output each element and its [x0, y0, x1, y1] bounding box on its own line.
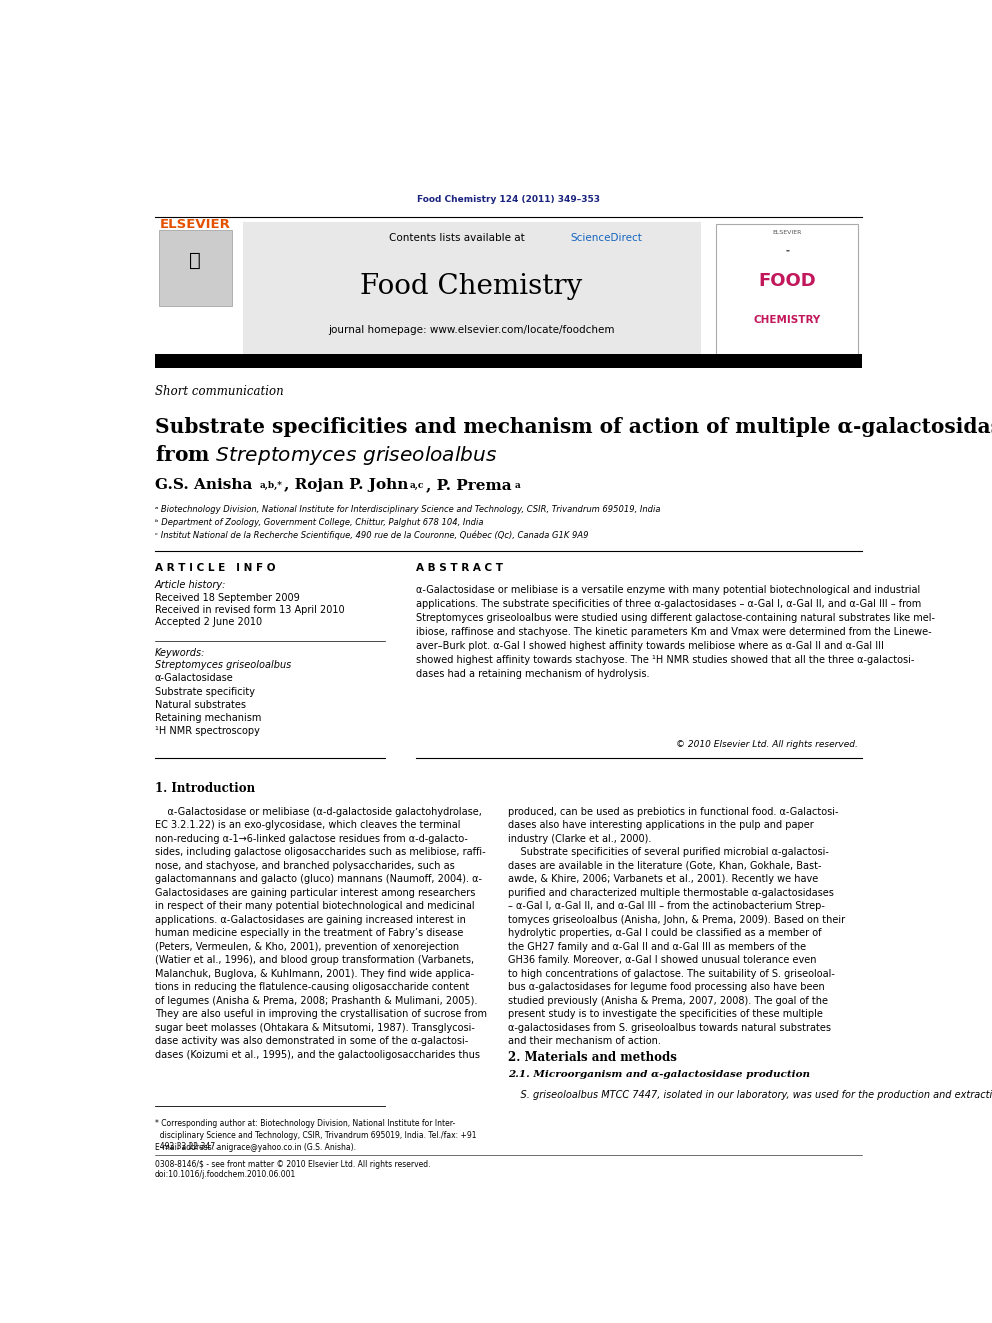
Text: Received in revised form 13 April 2010: Received in revised form 13 April 2010 — [155, 605, 344, 615]
Text: Streptomyces griseoloalbus: Streptomyces griseoloalbus — [155, 660, 291, 669]
Text: © 2010 Elsevier Ltd. All rights reserved.: © 2010 Elsevier Ltd. All rights reserved… — [677, 740, 858, 749]
Text: Substrate specificity: Substrate specificity — [155, 687, 255, 696]
Text: from $\mathit{Streptomyces\ griseoloalbus}$: from $\mathit{Streptomyces\ griseoloalbu… — [155, 443, 497, 467]
Text: ELSEVIER: ELSEVIER — [773, 230, 802, 234]
Text: 1. Introduction: 1. Introduction — [155, 782, 255, 795]
Text: α-Galactosidase: α-Galactosidase — [155, 673, 233, 683]
Text: A B S T R A C T: A B S T R A C T — [417, 564, 503, 573]
Text: 🌳: 🌳 — [188, 251, 200, 270]
Text: ᵃ Biotechnology Division, National Institute for Interdisciplinary Science and T: ᵃ Biotechnology Division, National Insti… — [155, 504, 661, 513]
FancyBboxPatch shape — [155, 355, 862, 368]
Text: Short communication: Short communication — [155, 385, 284, 397]
Text: S. griseoloalbus MTCC 7447, isolated in our laboratory, was used for the product: S. griseoloalbus MTCC 7447, isolated in … — [509, 1090, 992, 1099]
Text: a,c: a,c — [410, 480, 425, 490]
Text: α-Galactosidase or melibiase is a versatile enzyme with many potential biotechno: α-Galactosidase or melibiase is a versat… — [417, 585, 935, 679]
Text: a: a — [515, 480, 520, 490]
Text: Food Chemistry: Food Chemistry — [360, 273, 582, 299]
Text: ᶜ Institut National de la Recherche Scientifique, 490 rue de la Couronne, Québec: ᶜ Institut National de la Recherche Scie… — [155, 531, 588, 540]
Text: Substrate specificities and mechanism of action of multiple α-galactosidases: Substrate specificities and mechanism of… — [155, 417, 992, 437]
Text: Keywords:: Keywords: — [155, 648, 205, 658]
Text: * Corresponding author at: Biotechnology Division, National Institute for Inter-: * Corresponding author at: Biotechnology… — [155, 1119, 476, 1151]
Text: 2. Materials and methods: 2. Materials and methods — [509, 1050, 678, 1064]
Text: produced, can be used as prebiotics in functional food. α-Galactosi-
dases also : produced, can be used as prebiotics in f… — [509, 807, 845, 1046]
Text: Accepted 2 June 2010: Accepted 2 June 2010 — [155, 618, 262, 627]
Text: ▬: ▬ — [785, 249, 789, 253]
Text: CHEMISTRY: CHEMISTRY — [754, 315, 820, 324]
Text: Article history:: Article history: — [155, 579, 226, 590]
Text: ¹H NMR spectroscopy: ¹H NMR spectroscopy — [155, 726, 260, 737]
Text: Natural substrates: Natural substrates — [155, 700, 246, 709]
FancyBboxPatch shape — [243, 222, 700, 355]
FancyBboxPatch shape — [159, 230, 231, 307]
Text: Food Chemistry 124 (2011) 349–353: Food Chemistry 124 (2011) 349–353 — [417, 194, 600, 204]
Text: Received 18 September 2009: Received 18 September 2009 — [155, 593, 300, 603]
Text: ELSEVIER: ELSEVIER — [160, 218, 230, 232]
Text: , Rojan P. John: , Rojan P. John — [284, 478, 409, 492]
Text: Retaining mechanism: Retaining mechanism — [155, 713, 261, 724]
Text: ᵇ Department of Zoology, Government College, Chittur, Palghut 678 104, India: ᵇ Department of Zoology, Government Coll… — [155, 517, 483, 527]
Text: doi:10.1016/j.foodchem.2010.06.001: doi:10.1016/j.foodchem.2010.06.001 — [155, 1170, 296, 1179]
Text: journal homepage: www.elsevier.com/locate/foodchem: journal homepage: www.elsevier.com/locat… — [328, 325, 615, 335]
Text: a,b,*: a,b,* — [259, 480, 282, 490]
Text: E-mail address: anigrace@yahoo.co.in (G.S. Anisha).: E-mail address: anigrace@yahoo.co.in (G.… — [155, 1143, 356, 1152]
FancyBboxPatch shape — [716, 224, 858, 356]
Text: α-Galactosidase or melibiase (α-d-galactoside galactohydrolase,
EC 3.2.1.22) is : α-Galactosidase or melibiase (α-d-galact… — [155, 807, 487, 1060]
Text: ScienceDirect: ScienceDirect — [569, 233, 642, 243]
Text: , P. Prema: , P. Prema — [427, 478, 512, 492]
Text: G.S. Anisha: G.S. Anisha — [155, 478, 252, 492]
Text: 0308-8146/$ - see front matter © 2010 Elsevier Ltd. All rights reserved.: 0308-8146/$ - see front matter © 2010 El… — [155, 1160, 431, 1168]
Text: FOOD: FOOD — [758, 273, 816, 290]
Text: Contents lists available at: Contents lists available at — [389, 233, 528, 243]
Text: A R T I C L E   I N F O: A R T I C L E I N F O — [155, 564, 275, 573]
Text: 2.1. Microorganism and α-galactosidase production: 2.1. Microorganism and α-galactosidase p… — [509, 1070, 810, 1080]
